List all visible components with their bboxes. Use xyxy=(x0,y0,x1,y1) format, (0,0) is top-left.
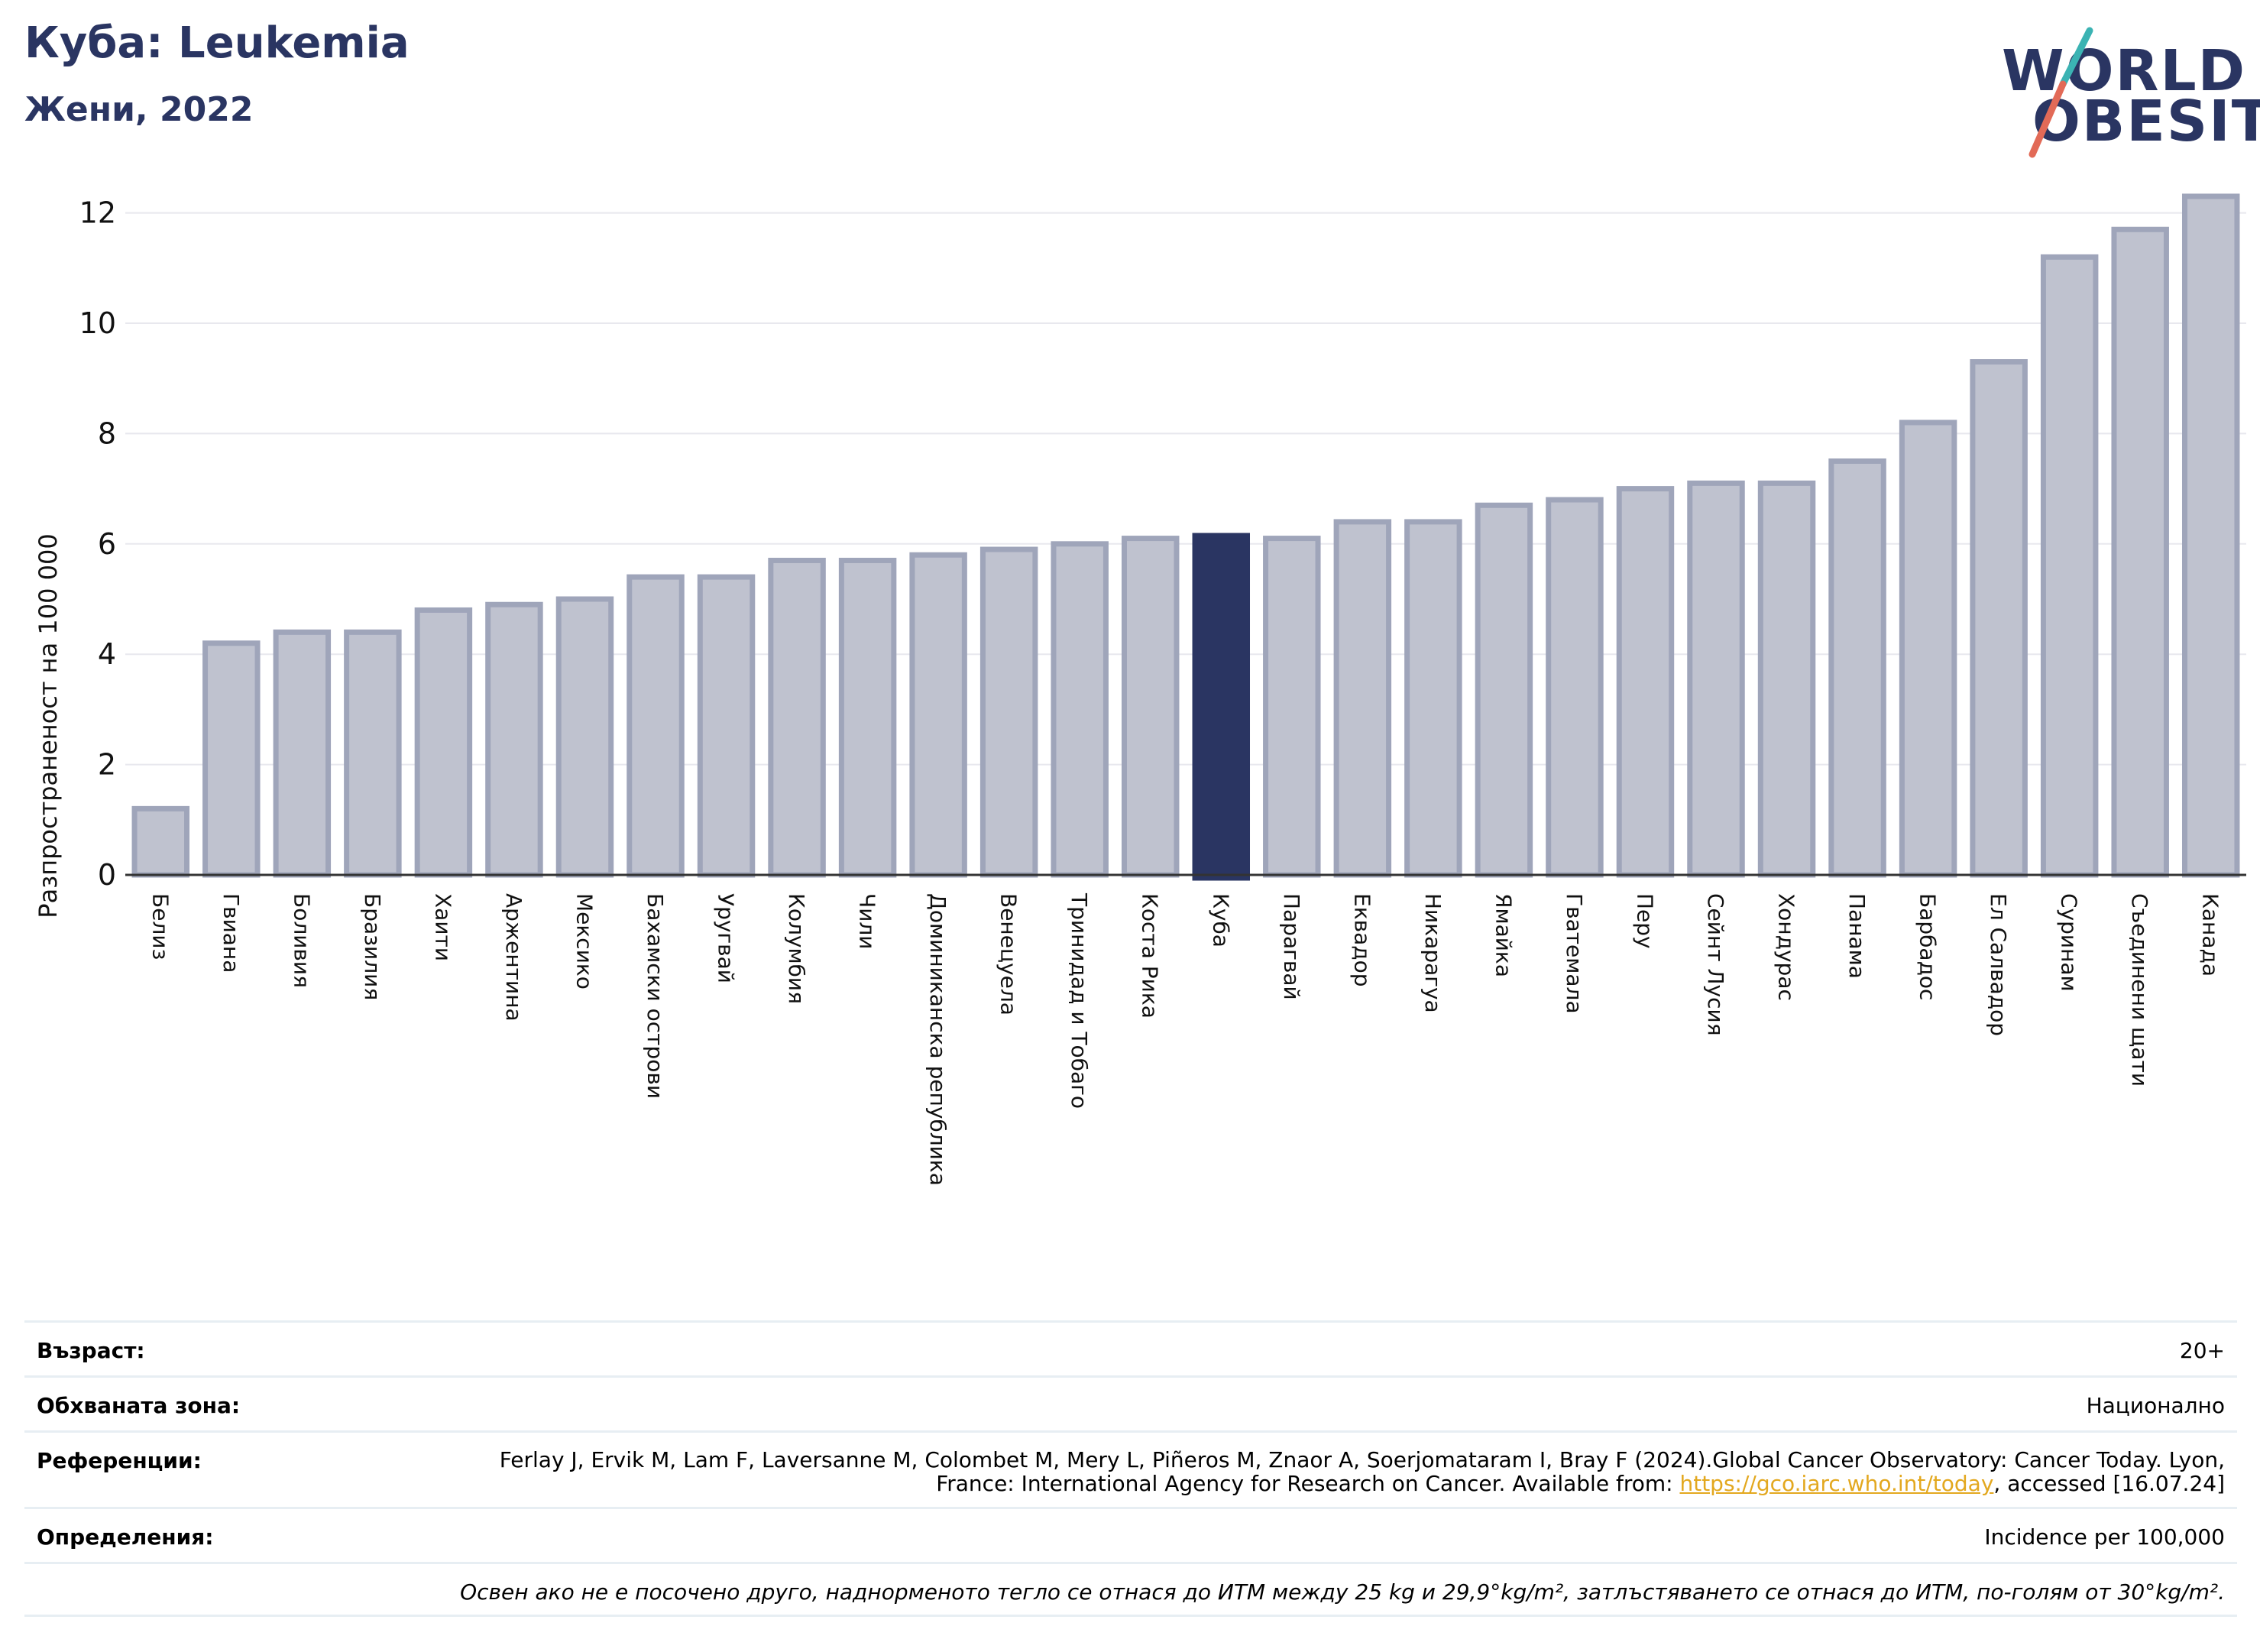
bar xyxy=(627,574,685,878)
bar xyxy=(768,557,826,878)
x-tick-label: Доминиканска република xyxy=(925,893,950,1186)
x-tick-label: Барбадос xyxy=(1915,893,1941,1000)
bar xyxy=(1121,536,1180,878)
x-tick-label: Бразилия xyxy=(360,893,385,1000)
bar xyxy=(1546,497,1604,878)
y-tick-label: 10 xyxy=(79,306,116,340)
bar xyxy=(1970,359,2028,878)
y-tick-label: 4 xyxy=(98,637,116,671)
bar xyxy=(1333,519,1392,878)
x-tick-label: Гвиана xyxy=(219,893,244,973)
x-tick-label: Боливия xyxy=(289,893,314,988)
bar xyxy=(344,629,402,878)
axes: 0 2 4 6 8 10 12 Белиз Гвиана Боливия Бразилия Хаити… xyxy=(79,196,2246,1186)
definitions-value: Incidence per 100,000 xyxy=(1984,1524,2225,1550)
y-tick-label: 8 xyxy=(98,416,116,450)
x-tick-label: Никарагуа xyxy=(1420,893,1446,1013)
age-value: 20+ xyxy=(2179,1338,2225,1363)
note-text: Освен ако не е посочено друго, наднормен… xyxy=(460,1579,2225,1605)
x-tick-label: Венецуела xyxy=(996,893,1022,1015)
x-tick-label: Суринам xyxy=(2057,893,2082,992)
bars xyxy=(131,193,2240,881)
info-row-note: Освен ако не е посочено друго, наднормен… xyxy=(24,1562,2237,1617)
x-tick-label: Гватемала xyxy=(1562,893,1587,1014)
x-tick-label: Панама xyxy=(1844,893,1870,979)
bar xyxy=(485,601,543,878)
x-tick-label: Перу xyxy=(1632,893,1657,949)
bar xyxy=(1757,480,1816,878)
bar xyxy=(1687,480,1745,878)
x-tick-label: Коста Рика xyxy=(1138,893,1163,1019)
world-obesity-logo: WORLD OBESITY xyxy=(1986,23,2260,160)
y-axis-label: Разпространеност на 100 000 xyxy=(34,533,63,918)
x-tick-label: Ямайка xyxy=(1491,893,1516,977)
info-table: Възраст: 20+ Обхваната зона: Национално … xyxy=(24,1320,2237,1617)
bar xyxy=(1899,419,1957,878)
x-tick-label: Ел Салвадор xyxy=(1986,893,2011,1036)
age-label: Възраст: xyxy=(37,1338,145,1363)
x-tick-label: Еквадор xyxy=(1349,893,1374,987)
bar xyxy=(273,629,332,878)
x-tick-label: Уругвай xyxy=(714,893,739,983)
x-tick-label: Канада xyxy=(2198,893,2223,977)
bar xyxy=(555,596,614,878)
info-row-age: Възраст: 20+ xyxy=(24,1320,2237,1375)
bar-chart: 0 2 4 6 8 10 12 Белиз Гвиана Боливия Бразилия Хаити… xyxy=(34,193,2246,1186)
x-tick-label: Тринидад и Тобаго xyxy=(1067,892,1092,1109)
info-row-references: Референции: Ferlay J, Ervik M, Lam F, La… xyxy=(24,1430,2237,1507)
info-row-definitions: Определения: Incidence per 100,000 xyxy=(24,1507,2237,1562)
bar xyxy=(1475,502,1533,878)
bar xyxy=(1404,519,1462,878)
bar xyxy=(414,607,473,878)
x-tick-label: Чили xyxy=(855,893,880,950)
references-label: Референции: xyxy=(37,1448,202,1473)
bar xyxy=(1828,458,1886,878)
bar xyxy=(1051,541,1109,878)
info-row-zone: Обхваната зона: Национално xyxy=(24,1375,2237,1430)
definitions-label: Определения: xyxy=(37,1524,214,1550)
logo-line-2: OBESITY xyxy=(2032,89,2260,154)
y-tick-label: 12 xyxy=(79,196,116,230)
bar xyxy=(131,805,190,878)
zone-value: Национално xyxy=(2086,1393,2225,1418)
chart-title: Куба: Leukemia xyxy=(24,18,410,68)
bar xyxy=(697,574,756,878)
x-tick-label: Куба xyxy=(1208,893,1233,947)
bar xyxy=(2181,193,2240,878)
x-tick-label: Сейнт Лусия xyxy=(1703,893,1728,1036)
y-tick-label: 0 xyxy=(98,858,116,892)
references-text-2: , accessed [16.07.24] xyxy=(1993,1471,2225,1496)
x-tick-label: Бахамски острови xyxy=(643,893,668,1099)
bar xyxy=(979,546,1038,878)
x-tick-label: Мексико xyxy=(571,893,597,990)
x-tick-label: Белиз xyxy=(147,893,173,960)
logo-line-1: WORLD xyxy=(2002,38,2247,104)
bar xyxy=(909,552,967,878)
y-tick-label: 6 xyxy=(98,527,116,561)
grid-lines xyxy=(125,212,2246,766)
x-tick-label: Аржентина xyxy=(501,893,526,1022)
bar xyxy=(1263,536,1321,878)
bar xyxy=(1616,486,1675,878)
bar xyxy=(1192,533,1251,881)
references-text-1: Ferlay J, Ervik M, Lam F, Laversanne M, … xyxy=(499,1447,2225,1496)
chart-subtitle: Жени, 2022 xyxy=(24,90,254,129)
references-value: Ferlay J, Ervik M, Lam F, Laversanne M, … xyxy=(468,1448,2225,1495)
x-tick-label: Хондурас xyxy=(1774,893,1799,1001)
x-tick-label: Парагвай xyxy=(1279,893,1304,1000)
bar xyxy=(2040,254,2099,878)
bar xyxy=(838,557,897,878)
y-tick-label: 2 xyxy=(98,748,116,782)
x-tick-label: Съединени щати xyxy=(2127,893,2152,1087)
x-tick-label: Колумбия xyxy=(784,893,809,1004)
logo-slash-icon xyxy=(2028,27,2093,158)
bar xyxy=(202,640,261,878)
zone-label: Обхваната зона: xyxy=(37,1393,241,1418)
references-link[interactable]: https://gco.iarc.who.int/today xyxy=(1679,1471,1994,1496)
bar xyxy=(2111,226,2169,878)
x-tick-label: Хаити xyxy=(430,893,455,961)
